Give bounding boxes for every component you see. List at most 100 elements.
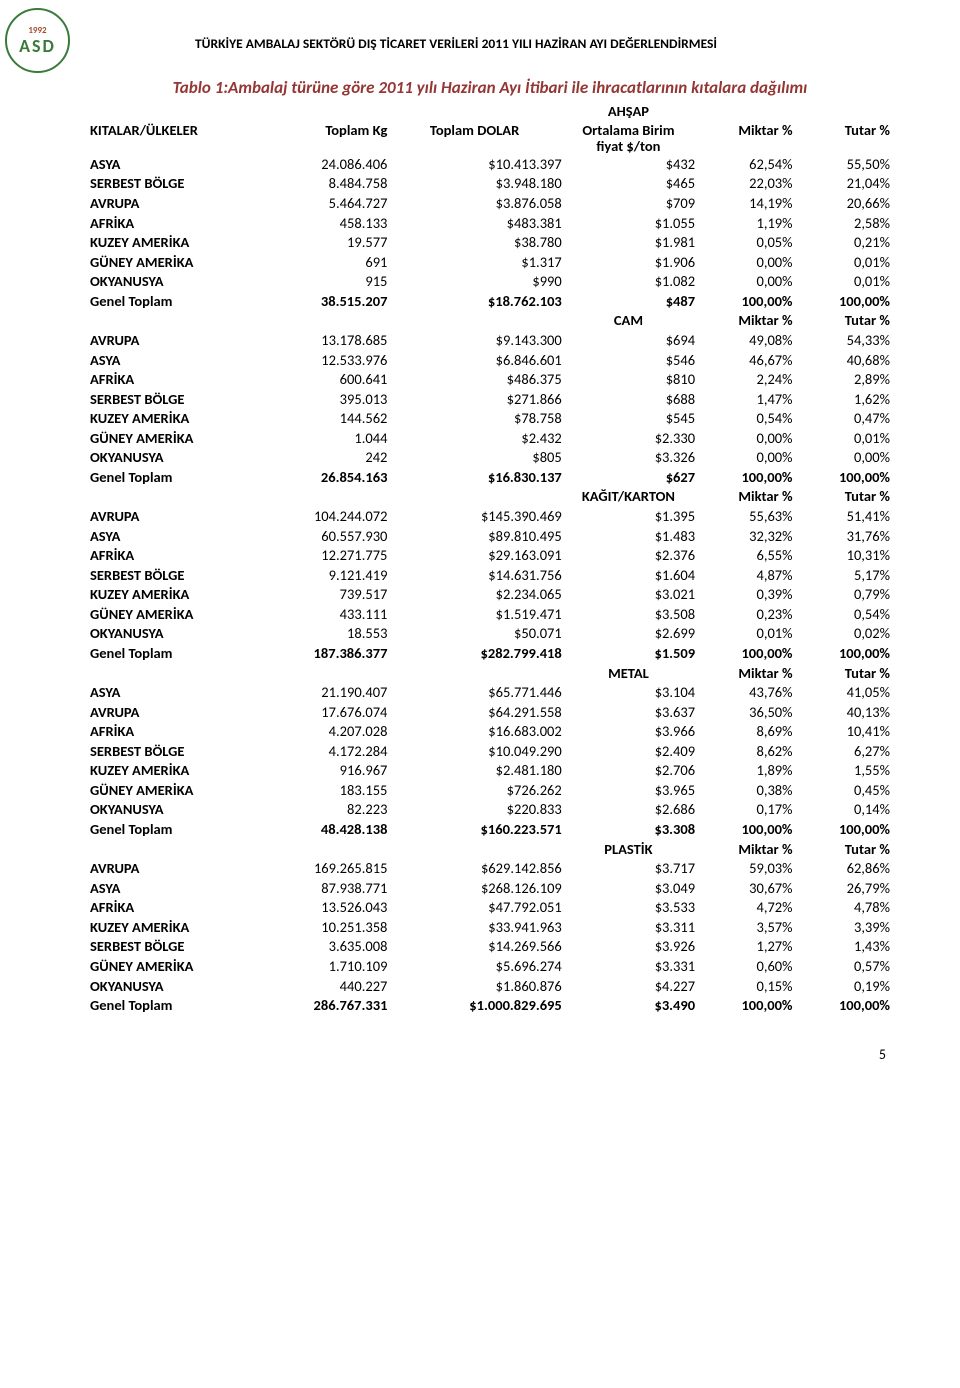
cell-miktar: 0,38% — [695, 781, 792, 801]
cell-tutar: 0,57% — [793, 957, 890, 977]
cell-birim: $3.311 — [562, 918, 695, 938]
col-header-miktar: Miktar % — [695, 487, 792, 507]
cell-tutar: 10,31% — [793, 546, 890, 566]
cell-miktar: 0,00% — [695, 272, 792, 292]
logo-inner: 1992 ASD — [19, 26, 56, 55]
cell-kg: 9.121.419 — [254, 566, 387, 586]
cell-miktar: 22,03% — [695, 174, 792, 194]
cell-birim: $1.906 — [562, 253, 695, 273]
cell-miktar: 14,19% — [695, 194, 792, 214]
col-header-kg: Toplam Kg — [254, 122, 387, 139]
total-dolar: $16.830.137 — [387, 468, 561, 488]
total-tutar: 100,00% — [793, 644, 890, 664]
cell-kg: 5.464.727 — [254, 194, 387, 214]
col-header-tutar: Tutar % — [793, 487, 890, 507]
total-dolar: $1.000.829.695 — [387, 996, 561, 1016]
cell-dolar: $726.262 — [387, 781, 561, 801]
row-label: ASYA — [90, 155, 254, 175]
cell-tutar: 0,19% — [793, 977, 890, 997]
cell-birim: $3.533 — [562, 898, 695, 918]
col-header-dolar: Toplam DOLAR — [387, 122, 561, 139]
total-miktar: 100,00% — [695, 996, 792, 1016]
total-label: Genel Toplam — [90, 996, 254, 1016]
cell-miktar: 6,55% — [695, 546, 792, 566]
cell-tutar: 4,78% — [793, 898, 890, 918]
section-name: METAL — [562, 664, 695, 684]
cell-tutar: 26,79% — [793, 879, 890, 899]
cell-birim: $432 — [562, 155, 695, 175]
document-header: TÜRKİYE AMBALAJ SEKTÖRÜ DIŞ TİCARET VERİ… — [195, 35, 890, 52]
total-tutar: 100,00% — [793, 292, 890, 312]
total-kg: 48.428.138 — [254, 820, 387, 840]
cell-kg: 915 — [254, 272, 387, 292]
cell-birim: $2.409 — [562, 742, 695, 762]
total-birim: $1.509 — [562, 644, 695, 664]
cell-miktar: 36,50% — [695, 703, 792, 723]
cell-kg: 4.207.028 — [254, 722, 387, 742]
cell-dolar: $268.126.109 — [387, 879, 561, 899]
data-table: AHŞAPKITALAR/ÜLKELERToplam KgToplam DOLA… — [90, 102, 890, 1016]
section-name: AHŞAP — [562, 102, 695, 122]
section-name: KAĞIT/KARTON — [562, 487, 695, 507]
total-dolar: $282.799.418 — [387, 644, 561, 664]
cell-dolar: $38.780 — [387, 233, 561, 253]
cell-dolar: $2.234.065 — [387, 585, 561, 605]
cell-dolar: $1.519.471 — [387, 605, 561, 625]
cell-tutar: 2,58% — [793, 214, 890, 234]
cell-dolar: $50.071 — [387, 624, 561, 644]
cell-tutar: 40,68% — [793, 351, 890, 371]
cell-birim: $465 — [562, 174, 695, 194]
cell-birim: $3.104 — [562, 683, 695, 703]
cell-miktar: 46,67% — [695, 351, 792, 371]
cell-tutar: 21,04% — [793, 174, 890, 194]
cell-miktar: 0,54% — [695, 409, 792, 429]
cell-dolar: $78.758 — [387, 409, 561, 429]
cell-birim: $1.604 — [562, 566, 695, 586]
cell-kg: 82.223 — [254, 800, 387, 820]
row-label: OKYANUSYA — [90, 624, 254, 644]
cell-birim: $545 — [562, 409, 695, 429]
cell-kg: 1.044 — [254, 429, 387, 449]
cell-miktar: 8,69% — [695, 722, 792, 742]
total-dolar: $18.762.103 — [387, 292, 561, 312]
row-label: GÜNEY AMERİKA — [90, 429, 254, 449]
cell-kg: 3.635.008 — [254, 937, 387, 957]
cell-tutar: 40,13% — [793, 703, 890, 723]
cell-kg: 433.111 — [254, 605, 387, 625]
cell-kg: 440.227 — [254, 977, 387, 997]
cell-birim: $694 — [562, 331, 695, 351]
col-header-birim1: Ortalama Birim — [562, 122, 695, 139]
cell-kg: 739.517 — [254, 585, 387, 605]
total-kg: 187.386.377 — [254, 644, 387, 664]
cell-birim: $709 — [562, 194, 695, 214]
cell-miktar: 0,01% — [695, 624, 792, 644]
row-label: AFRİKA — [90, 370, 254, 390]
col-header-tutar: Tutar % — [793, 664, 890, 684]
cell-tutar: 0,02% — [793, 624, 890, 644]
cell-kg: 242 — [254, 448, 387, 468]
row-label: SERBEST BÖLGE — [90, 174, 254, 194]
cell-tutar: 10,41% — [793, 722, 890, 742]
cell-kg: 1.710.109 — [254, 957, 387, 977]
cell-kg: 104.244.072 — [254, 507, 387, 527]
logo-text: ASD — [19, 37, 56, 55]
cell-kg: 691 — [254, 253, 387, 273]
row-label: AFRİKA — [90, 546, 254, 566]
row-label: KUZEY AMERİKA — [90, 761, 254, 781]
cell-kg: 24.086.406 — [254, 155, 387, 175]
section-name: PLASTİK — [562, 840, 695, 860]
cell-miktar: 8,62% — [695, 742, 792, 762]
cell-birim: $1.055 — [562, 214, 695, 234]
total-miktar: 100,00% — [695, 292, 792, 312]
cell-tutar: 6,27% — [793, 742, 890, 762]
cell-birim: $3.331 — [562, 957, 695, 977]
cell-birim: $1.082 — [562, 272, 695, 292]
cell-birim: $1.483 — [562, 527, 695, 547]
row-label: AFRİKA — [90, 214, 254, 234]
cell-birim: $3.021 — [562, 585, 695, 605]
cell-kg: 21.190.407 — [254, 683, 387, 703]
cell-dolar: $1.317 — [387, 253, 561, 273]
row-label: GÜNEY AMERİKA — [90, 781, 254, 801]
cell-tutar: 0,01% — [793, 429, 890, 449]
row-label: KUZEY AMERİKA — [90, 409, 254, 429]
